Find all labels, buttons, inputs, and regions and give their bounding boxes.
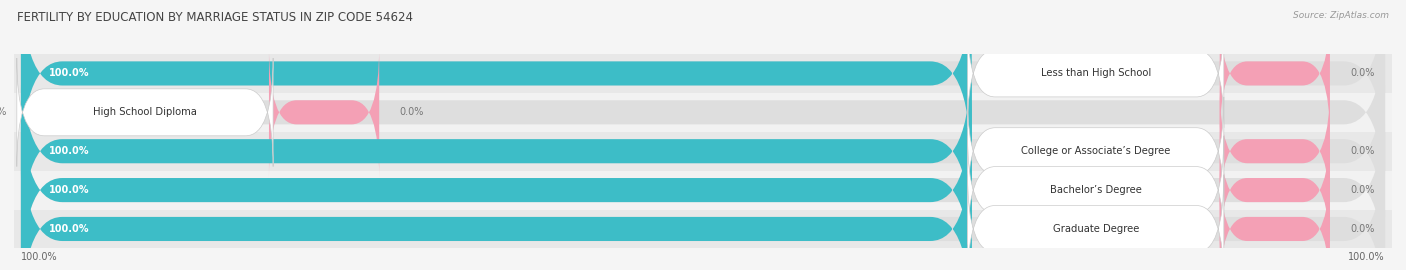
FancyBboxPatch shape (21, 47, 1385, 256)
Bar (14, 210, 1392, 248)
Text: 0.0%: 0.0% (1351, 68, 1375, 79)
FancyBboxPatch shape (21, 86, 1385, 270)
FancyBboxPatch shape (269, 47, 380, 178)
FancyBboxPatch shape (967, 19, 1223, 128)
Text: 0.0%: 0.0% (1351, 224, 1375, 234)
FancyBboxPatch shape (21, 0, 972, 178)
FancyBboxPatch shape (21, 47, 972, 256)
FancyBboxPatch shape (1220, 124, 1330, 256)
Text: 0.0%: 0.0% (0, 107, 7, 117)
FancyBboxPatch shape (21, 0, 1385, 178)
FancyBboxPatch shape (21, 86, 972, 270)
Text: Bachelor’s Degree: Bachelor’s Degree (1050, 185, 1142, 195)
Text: Less than High School: Less than High School (1040, 68, 1152, 79)
FancyBboxPatch shape (21, 124, 1385, 270)
Text: 0.0%: 0.0% (1351, 185, 1375, 195)
FancyBboxPatch shape (1220, 86, 1330, 217)
Bar (14, 54, 1392, 93)
FancyBboxPatch shape (21, 124, 972, 270)
Text: 0.0%: 0.0% (399, 107, 425, 117)
Bar (14, 132, 1392, 171)
Text: 100.0%: 100.0% (1348, 252, 1385, 262)
FancyBboxPatch shape (1220, 8, 1330, 139)
FancyBboxPatch shape (967, 136, 1223, 244)
Text: 100.0%: 100.0% (21, 252, 58, 262)
FancyBboxPatch shape (17, 58, 273, 167)
Text: Source: ZipAtlas.com: Source: ZipAtlas.com (1294, 11, 1389, 20)
FancyBboxPatch shape (967, 175, 1223, 270)
Text: 100.0%: 100.0% (48, 68, 89, 79)
FancyBboxPatch shape (967, 97, 1223, 205)
FancyBboxPatch shape (1220, 163, 1330, 270)
Text: Graduate Degree: Graduate Degree (1053, 224, 1139, 234)
Bar (14, 171, 1392, 210)
Text: 100.0%: 100.0% (48, 146, 89, 156)
FancyBboxPatch shape (21, 8, 1385, 217)
Text: 0.0%: 0.0% (1351, 146, 1375, 156)
Text: FERTILITY BY EDUCATION BY MARRIAGE STATUS IN ZIP CODE 54624: FERTILITY BY EDUCATION BY MARRIAGE STATU… (17, 11, 413, 24)
Text: High School Diploma: High School Diploma (93, 107, 197, 117)
Text: College or Associate’s Degree: College or Associate’s Degree (1021, 146, 1170, 156)
Text: 100.0%: 100.0% (48, 185, 89, 195)
Text: 100.0%: 100.0% (48, 224, 89, 234)
Bar (14, 93, 1392, 132)
